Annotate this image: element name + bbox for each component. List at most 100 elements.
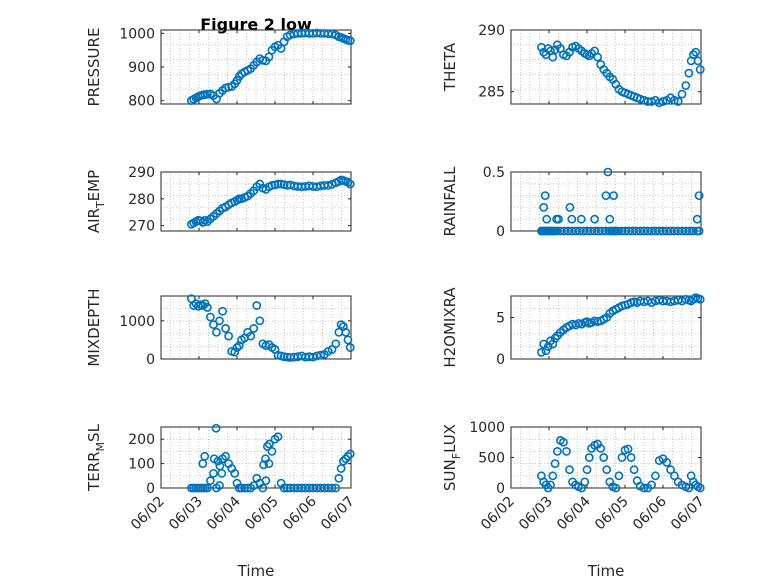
data-point <box>230 468 240 478</box>
x-tick-label: 06/05 <box>242 494 282 534</box>
data-point <box>336 464 346 473</box>
data-point <box>548 471 558 481</box>
x-tick-label: 06/02 <box>478 494 518 534</box>
data-point <box>609 191 618 200</box>
data-point <box>689 50 698 60</box>
series-markers <box>186 294 355 362</box>
x-tick-label: 06/05 <box>592 494 632 534</box>
data-point <box>343 177 353 187</box>
data-point <box>542 214 552 224</box>
data-point <box>580 477 590 487</box>
data-point <box>273 432 283 442</box>
data-point <box>255 316 265 326</box>
y-tick-label: 1000 <box>469 420 505 436</box>
data-point <box>331 483 341 493</box>
data-point <box>584 453 594 462</box>
data-point <box>267 446 277 456</box>
data-point <box>273 179 283 189</box>
data-point <box>599 453 609 462</box>
data-point <box>695 294 705 304</box>
data-point <box>202 89 212 99</box>
data-point <box>684 483 694 493</box>
grid <box>160 426 352 489</box>
data-point <box>345 36 355 46</box>
data-point <box>331 339 341 349</box>
data-point <box>670 471 679 481</box>
data-point <box>584 51 594 61</box>
data-point <box>215 481 224 490</box>
data-point <box>338 456 348 466</box>
data-point <box>343 335 353 345</box>
data-point <box>626 453 636 462</box>
data-point <box>565 465 574 475</box>
data-point <box>221 451 230 461</box>
data-point <box>550 45 560 55</box>
axes-box <box>160 171 352 232</box>
data-point <box>237 483 246 493</box>
data-point <box>308 352 318 362</box>
data-point <box>635 94 645 104</box>
data-point <box>230 347 240 357</box>
data-point <box>198 301 208 310</box>
data-point <box>565 202 575 212</box>
data-point <box>639 483 649 493</box>
data-point <box>211 423 221 433</box>
data-point <box>552 446 562 456</box>
y-axis-label: AIRTEMP <box>85 170 107 233</box>
subplot-1: 800 900 1000 PRESSURE <box>85 26 355 110</box>
grid <box>160 29 352 105</box>
data-point <box>605 214 615 224</box>
series-markers <box>186 175 355 229</box>
data-point <box>345 449 355 459</box>
y-tick-label: 0 <box>496 352 505 368</box>
y-axis-label: H2OMIXRA <box>441 287 459 368</box>
data-point <box>209 320 218 330</box>
data-point <box>603 167 613 177</box>
subplot-6: 0 5 H2OMIXRA <box>441 287 705 368</box>
data-point <box>200 451 210 461</box>
data-point <box>651 471 660 481</box>
data-point <box>694 191 704 200</box>
y-tick-label: 290 <box>128 165 155 181</box>
y-tick-label: 270 <box>128 219 155 235</box>
data-point <box>550 459 560 468</box>
data-point <box>694 226 704 236</box>
data-point <box>654 98 664 108</box>
x-tick-label: 06/03 <box>516 494 556 534</box>
x-axis-label-right: Time <box>587 562 625 580</box>
data-point <box>576 214 586 224</box>
data-point <box>550 333 560 343</box>
data-point <box>666 465 675 475</box>
data-point <box>602 465 612 475</box>
data-point <box>279 483 289 493</box>
y-tick-label: 0 <box>146 352 155 368</box>
data-point <box>562 446 571 456</box>
data-point <box>537 347 546 357</box>
series-markers <box>186 28 355 106</box>
data-point <box>677 89 687 99</box>
data-point <box>692 214 702 224</box>
data-point <box>202 303 212 312</box>
series-markers <box>186 423 355 493</box>
series-markers <box>537 167 704 236</box>
data-point <box>691 47 701 57</box>
x-tick-label: 06/07 <box>318 494 358 534</box>
data-point <box>684 68 694 78</box>
subplot-2: 285 290 THETA <box>441 23 705 108</box>
axes-box <box>510 295 702 360</box>
data-point <box>217 468 227 478</box>
data-point <box>670 95 679 105</box>
x-tick-label: 06/02 <box>128 494 168 534</box>
y-tick-label: 290 <box>478 23 505 39</box>
y-axis-label: TERRMSL <box>85 423 107 492</box>
data-point <box>215 316 224 326</box>
data-point <box>548 52 558 62</box>
y-tick-label: 100 <box>128 457 155 473</box>
data-point <box>695 65 705 74</box>
y-tick-label: 280 <box>128 192 155 208</box>
y-tick-label: 0 <box>146 481 155 497</box>
y-axis-label: THETA <box>441 42 459 92</box>
data-point <box>596 443 606 453</box>
